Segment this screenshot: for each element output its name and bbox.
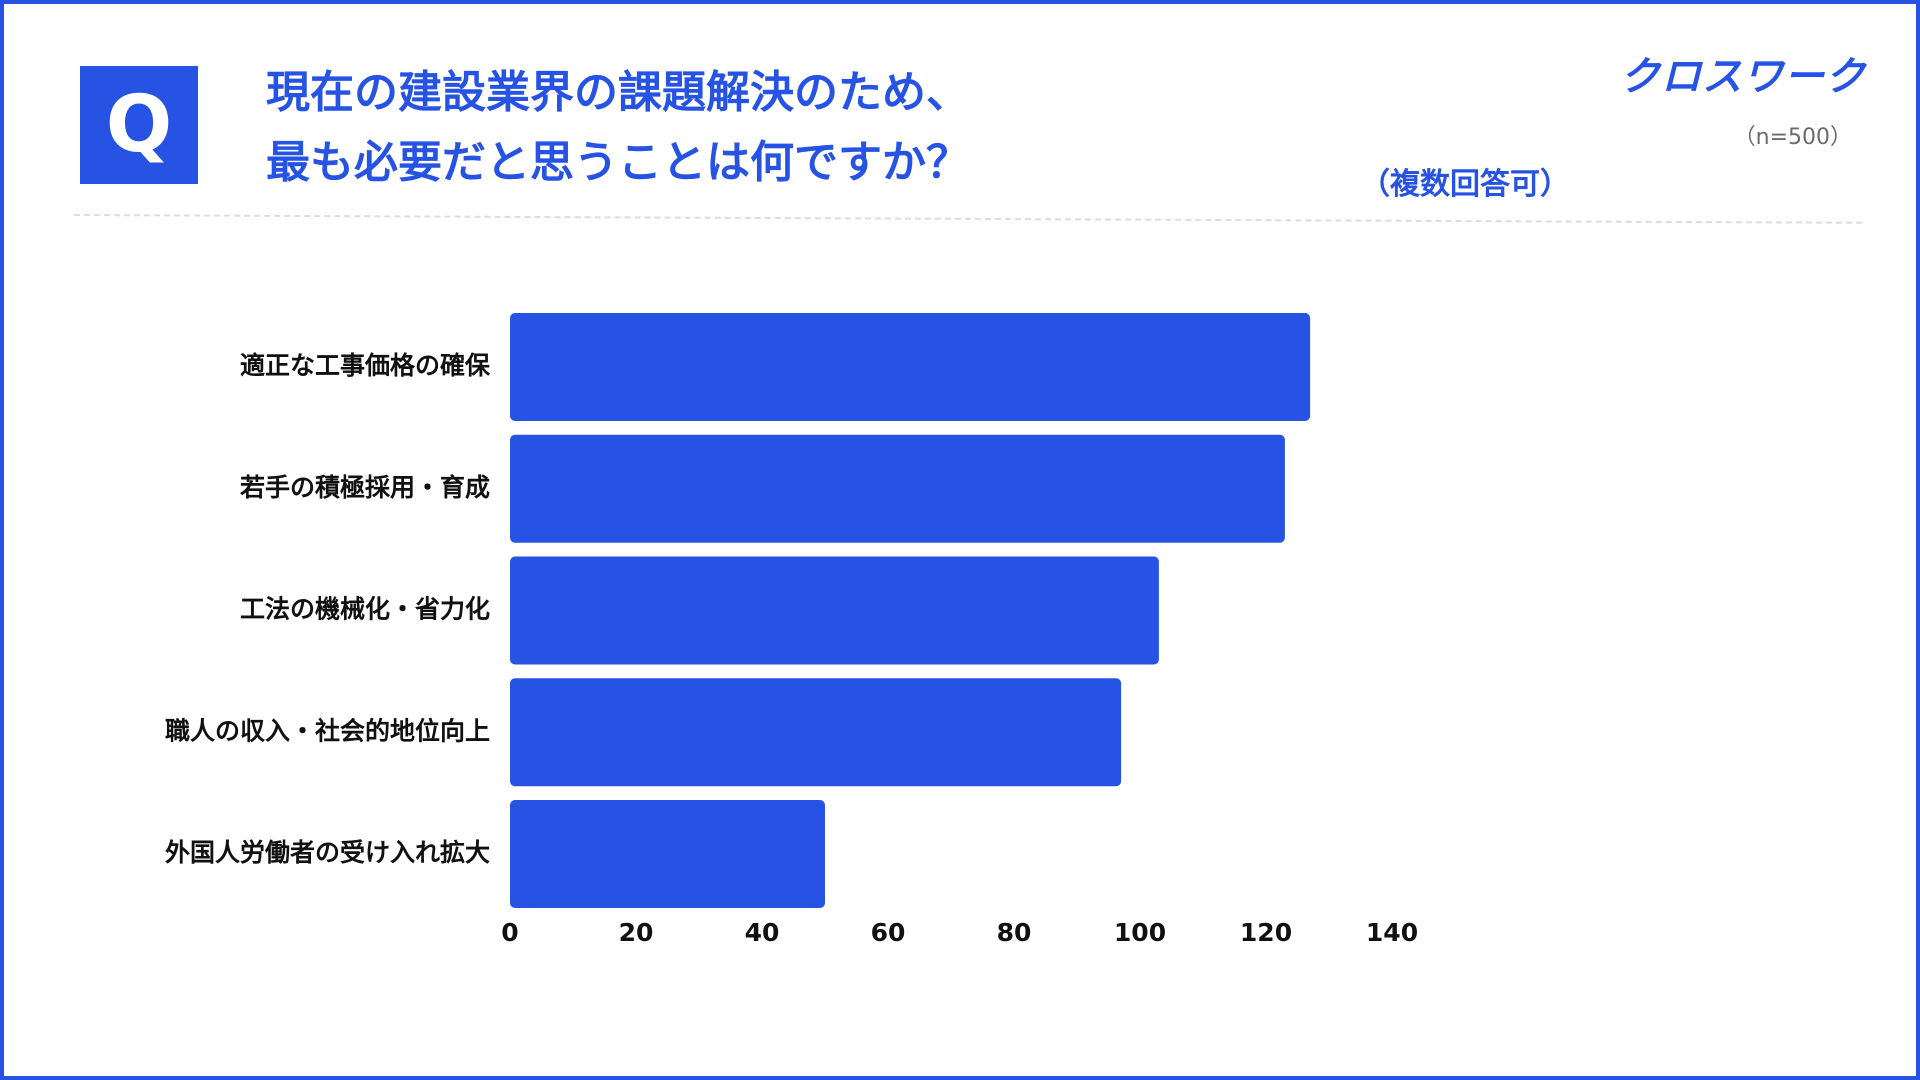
- x-tick-label-120: 120: [1240, 918, 1292, 947]
- category-labels-layer: 適正な工事価格の確保若手の積極採用・育成工法の機械化・省力化職人の収入・社会的地…: [165, 351, 491, 867]
- x-tick-label-20: 20: [619, 918, 654, 947]
- bar-4: [510, 678, 1122, 787]
- question-title: 現在の建設業界の課題解決のため、 最も必要だと思うことは何ですか？: [266, 58, 1266, 198]
- multiple-answers-note: （複数回答可）: [1360, 167, 1570, 202]
- sample-size: （n=500）: [1733, 125, 1852, 150]
- bar-5: [510, 800, 825, 908]
- x-tick-label-60: 60: [871, 918, 906, 947]
- brand-logo: クロスワーク: [1620, 54, 1866, 100]
- x-axis-ticks-layer: 0 20 40 60 80 100 120 140: [501, 918, 1418, 947]
- x-tick-label-80: 80: [997, 918, 1032, 947]
- x-tick-label-100: 100: [1114, 918, 1166, 947]
- bars-layer: [510, 313, 1311, 908]
- question-mark: Q: [105, 80, 173, 170]
- bar-1: [510, 313, 1311, 421]
- category-label-3: 工法の機械化・省力化: [240, 595, 490, 624]
- x-tick-label-40: 40: [745, 918, 780, 947]
- question-title-line-1: 現在の建設業界の課題解決のため、: [266, 67, 970, 118]
- bar-3: [510, 556, 1159, 665]
- x-tick-label-0: 0: [501, 918, 518, 947]
- x-tick-label-140: 140: [1366, 918, 1418, 947]
- category-label-5: 外国人労働者の受け入れ拡大: [165, 838, 490, 867]
- question-title-line-2: 最も必要だと思うことは何ですか？: [266, 137, 970, 188]
- category-label-1: 適正な工事価格の確保: [240, 351, 491, 380]
- category-label-4: 職人の収入・社会的地位向上: [165, 716, 490, 745]
- bar-2: [510, 434, 1285, 543]
- question-badge: Q: [80, 66, 198, 184]
- category-label-2: 若手の積極採用・育成: [239, 473, 490, 502]
